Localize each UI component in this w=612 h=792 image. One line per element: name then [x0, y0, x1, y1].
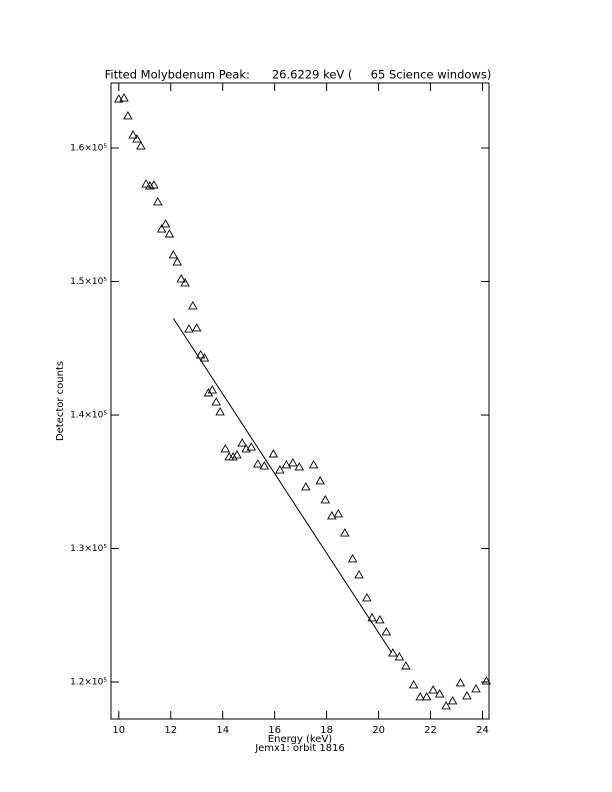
data-point — [268, 449, 279, 458]
chart-title: Fitted Molybdenum Peak: 26.6229 keV ( 65… — [105, 68, 492, 82]
data-point — [308, 460, 319, 469]
data-point — [207, 385, 218, 394]
x-tick-label: 22 — [424, 725, 437, 736]
y-tick-label: 1.4×10⁵ — [70, 411, 107, 421]
x-tick-label: 12 — [164, 725, 177, 736]
data-point — [188, 301, 198, 310]
data-point — [119, 93, 129, 102]
data-point — [191, 323, 202, 332]
x-tick-label: 10 — [112, 725, 125, 736]
x-tick-label: 14 — [216, 725, 229, 736]
x-axis-label: Energy (keV) — [268, 734, 333, 745]
x-tick-label: 16 — [268, 725, 281, 736]
data-point — [253, 459, 263, 468]
data-point — [237, 438, 247, 447]
data-point — [294, 462, 305, 471]
data-point — [128, 130, 138, 139]
data-point — [333, 509, 344, 518]
data-point — [232, 450, 242, 459]
y-tick-label: 1.6×10⁵ — [70, 144, 107, 154]
data-point — [152, 197, 163, 206]
subtitle: Jemx1: orbit 1816 — [254, 743, 345, 754]
data-point — [367, 613, 377, 622]
data-point — [447, 696, 458, 705]
data-point — [176, 274, 186, 283]
fit-line — [172, 318, 392, 653]
data-point — [381, 627, 392, 636]
data-point — [259, 461, 270, 470]
data-point — [203, 388, 214, 397]
data-point — [347, 554, 358, 563]
data-point — [408, 680, 419, 689]
data-point — [215, 407, 225, 416]
data-point — [428, 685, 438, 694]
y-tick-label: 1.3×10⁵ — [70, 544, 107, 554]
data-point — [228, 452, 238, 461]
data-point — [132, 134, 142, 143]
data-point — [281, 460, 292, 469]
data-point — [471, 684, 481, 693]
data-point — [388, 648, 398, 657]
data-point — [320, 495, 331, 504]
data-point — [394, 652, 405, 661]
data-point — [401, 661, 411, 670]
data-point — [275, 465, 285, 474]
data-point — [301, 482, 311, 491]
data-point — [180, 278, 190, 287]
data-point — [156, 224, 167, 233]
data-point — [462, 690, 472, 700]
data-point — [441, 701, 451, 710]
data-point — [195, 350, 206, 359]
data-point — [288, 458, 298, 467]
data-point — [211, 397, 221, 406]
x-tick-label: 20 — [372, 725, 385, 736]
data-point — [184, 324, 194, 333]
data-point — [141, 179, 151, 188]
data-point — [149, 180, 159, 189]
data-point — [160, 219, 171, 228]
y-axis-label: Detector counts — [55, 361, 66, 441]
data-point — [220, 444, 231, 453]
data-point — [164, 229, 175, 238]
data-point — [327, 511, 337, 520]
data-point — [415, 692, 425, 701]
data-point — [168, 250, 179, 259]
data-point — [315, 476, 325, 485]
data-point — [246, 442, 257, 451]
x-tick-label: 18 — [320, 725, 333, 736]
data-point — [375, 615, 385, 624]
data-point — [434, 689, 445, 698]
data-point — [145, 181, 155, 190]
data-point — [421, 692, 432, 701]
y-tick-label: 1.2×10⁵ — [70, 678, 107, 688]
data-point — [123, 111, 133, 120]
data-point — [199, 353, 210, 362]
plot-frame — [110, 82, 490, 720]
y-tick-label: 1.5×10⁵ — [70, 277, 107, 287]
data-point — [354, 570, 364, 579]
data-point — [481, 676, 492, 685]
data-point — [172, 257, 183, 266]
data-point — [362, 593, 372, 602]
data-point — [455, 678, 466, 687]
data-point — [136, 141, 146, 150]
x-tick-label: 24 — [476, 725, 489, 736]
data-point — [340, 528, 350, 537]
data-point — [114, 94, 124, 103]
